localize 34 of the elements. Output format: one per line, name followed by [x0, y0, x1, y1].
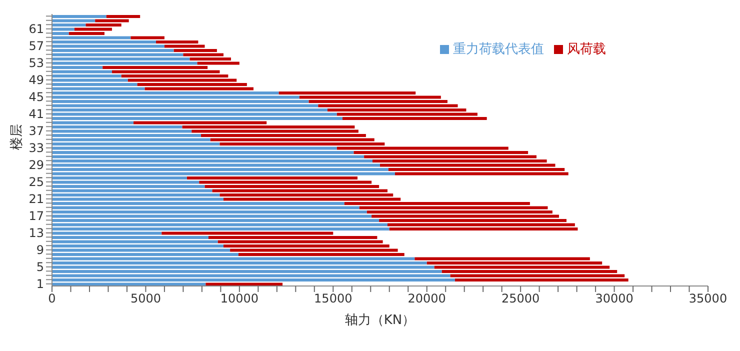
bar	[52, 278, 455, 282]
y-tick-label: 5	[36, 260, 44, 274]
x-tick-label: 20000	[408, 292, 446, 306]
y-tick-label: 37	[28, 124, 44, 138]
y-tick-label: 1	[36, 277, 44, 292]
bar	[389, 228, 578, 230]
y-axis-title: 楼层	[10, 124, 25, 150]
legend-label: 风荷载	[567, 42, 606, 57]
x-tick-label: 10000	[220, 292, 259, 306]
x-tick-label: 15000	[314, 292, 352, 306]
x-tick-label: 35000	[688, 292, 728, 306]
x-tick-label: 0	[48, 292, 56, 306]
y-tick-label: 21	[28, 192, 44, 206]
y-tick-label: 17	[28, 209, 44, 224]
bar	[52, 62, 198, 65]
bar	[454, 278, 628, 282]
x-tick-label: 30000	[595, 292, 634, 306]
y-tick-label: 41	[28, 107, 44, 122]
x-axis-title: 轴力（KN）	[344, 313, 416, 328]
x-tick-label: 5000	[130, 292, 161, 306]
y-tick-label: 33	[28, 141, 44, 156]
legend-label: 重力荷载代表值	[453, 42, 544, 57]
y-tick-label: 49	[28, 73, 44, 88]
y-tick-label: 61	[28, 22, 44, 36]
y-tick-label: 25	[28, 175, 44, 190]
x-tick-label: 25000	[501, 292, 540, 306]
bar	[52, 172, 395, 176]
y-tick-label: 29	[28, 158, 44, 172]
y-tick-label: 9	[36, 243, 44, 258]
y-tick-label: 45	[28, 90, 44, 104]
y-tick-label: 13	[28, 226, 44, 240]
y-tick-label: 53	[28, 56, 44, 70]
bar	[52, 223, 388, 226]
y-tick-label: 57	[28, 39, 44, 54]
